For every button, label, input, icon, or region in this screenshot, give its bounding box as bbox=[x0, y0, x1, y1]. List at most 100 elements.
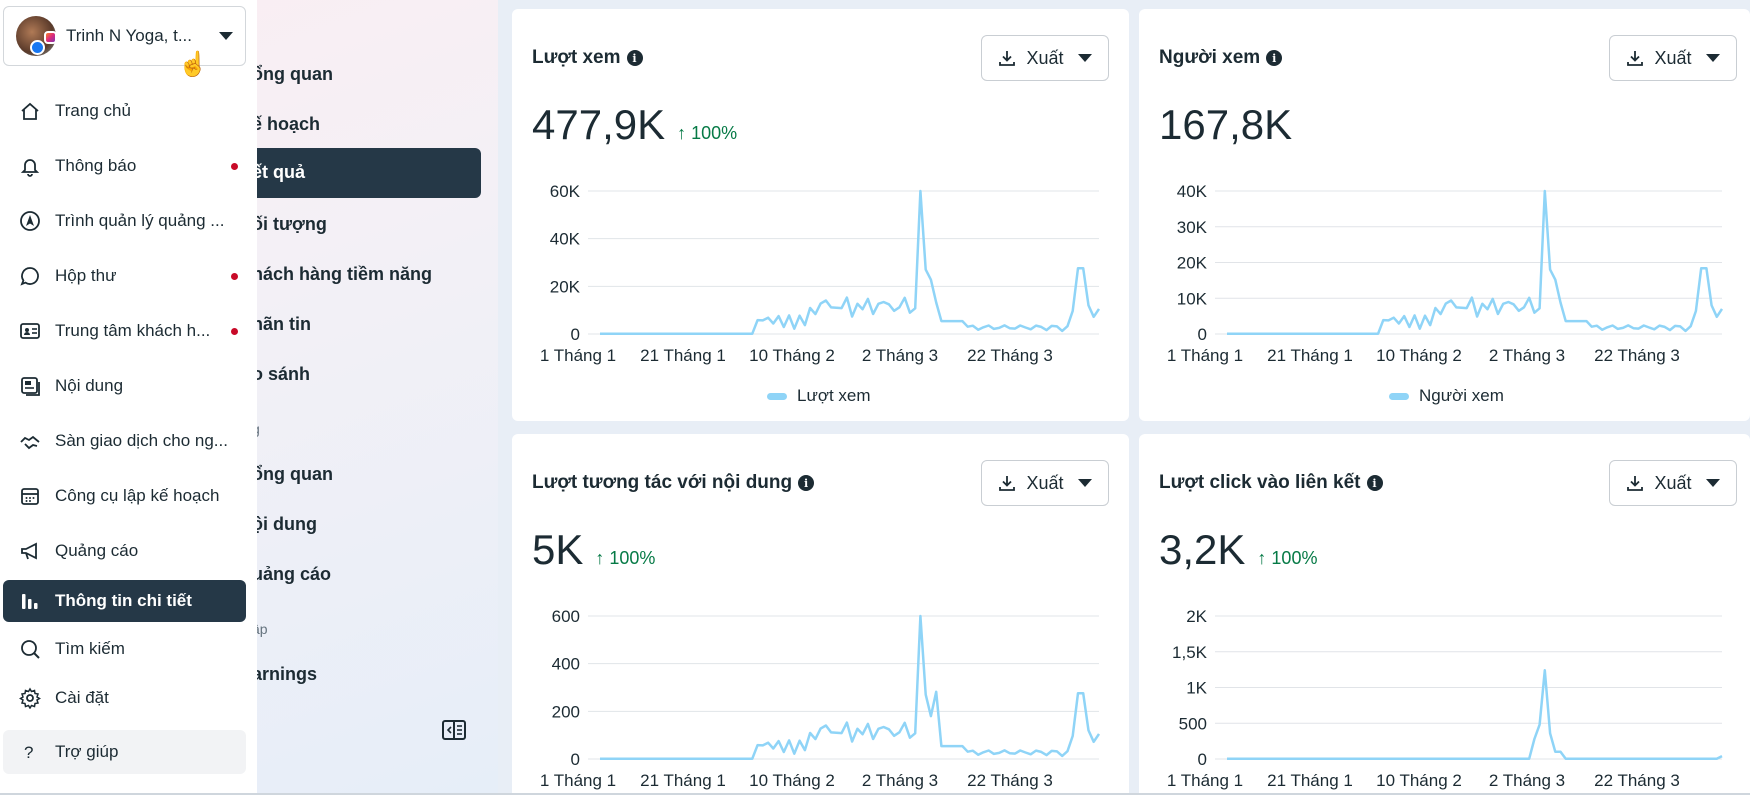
nav-item-label: Trợ giúp bbox=[55, 742, 119, 761]
nav-item-11[interactable]: Tìm kiếm bbox=[3, 627, 246, 671]
account-name: Trinh N Yoga, t... bbox=[66, 26, 192, 45]
chevron-down-icon bbox=[1077, 54, 1092, 62]
nav-item-5[interactable]: Trung tâm khách h... bbox=[3, 309, 246, 353]
question-icon: ? bbox=[17, 739, 43, 765]
export-button[interactable]: Xuất bbox=[1609, 35, 1737, 81]
subnav-earnings[interactable]: arnings bbox=[252, 664, 318, 684]
card-engagement: Lượt tương tác với nội dung i Xuất 5K ↑ 10… bbox=[512, 434, 1129, 795]
y-tick-label: 1,5K bbox=[1172, 643, 1208, 662]
y-tick-label: 0 bbox=[571, 750, 580, 769]
chart-legend: Lượt xem bbox=[767, 386, 871, 406]
notification-dot bbox=[231, 272, 238, 280]
nav-item-label: Nội dung bbox=[55, 376, 124, 395]
subnav-results[interactable]: ết quả bbox=[230, 148, 481, 198]
x-tick-label: 21 Tháng 1 bbox=[640, 346, 726, 365]
y-tick-label: 200 bbox=[552, 702, 580, 721]
subnav-audience[interactable]: ối tượng bbox=[252, 214, 327, 234]
compass-icon bbox=[17, 208, 43, 234]
info-icon[interactable]: i bbox=[1266, 50, 1283, 66]
chart-legend: Người xem bbox=[1389, 386, 1504, 406]
nav-item-8[interactable]: Công cụ lập kế hoạch bbox=[3, 474, 246, 518]
export-button[interactable]: Xuất bbox=[981, 460, 1109, 506]
calendar-icon bbox=[17, 483, 43, 509]
series-line bbox=[1227, 189, 1724, 335]
export-label: Xuất bbox=[1026, 472, 1064, 493]
notification-dot bbox=[231, 162, 238, 170]
info-icon[interactable]: i bbox=[626, 50, 643, 66]
y-tick-label: 2K bbox=[1186, 607, 1207, 626]
megaphone-icon bbox=[17, 538, 43, 564]
account-switcher[interactable]: Trinh N Yoga, t... bbox=[3, 6, 246, 66]
nav-item-3[interactable]: Trình quản lý quảng ... bbox=[3, 199, 246, 243]
card-title: Người xem bbox=[1159, 47, 1261, 68]
legend-label: Người xem bbox=[1419, 386, 1504, 405]
nav-item-6[interactable]: Nội dung bbox=[3, 364, 246, 408]
collapse-sidebar-icon[interactable] bbox=[442, 720, 466, 740]
contact-card-icon bbox=[17, 318, 43, 344]
x-tick-label: 22 Tháng 3 bbox=[967, 771, 1053, 790]
card-title: Lượt xem bbox=[532, 47, 621, 68]
info-icon[interactable]: i bbox=[798, 475, 815, 491]
export-button[interactable]: Xuất bbox=[1609, 460, 1737, 506]
nav-item-label: Trung tâm khách h... bbox=[55, 321, 211, 340]
x-tick-label: 21 Tháng 1 bbox=[640, 771, 726, 790]
home-icon bbox=[17, 98, 43, 124]
nav-item-label: Thông báo bbox=[55, 156, 137, 175]
metric-value: 167,8K bbox=[1159, 101, 1293, 148]
x-tick-label: 22 Tháng 3 bbox=[967, 346, 1053, 365]
subnav-leads[interactable]: hách hàng tiềm năng bbox=[252, 264, 433, 284]
y-tick-label: 40K bbox=[550, 230, 581, 249]
nav-item-12[interactable]: Cài đặt bbox=[3, 676, 246, 720]
metric-value: 3,2K bbox=[1159, 526, 1246, 573]
subnav-messages[interactable]: hãn tin bbox=[252, 314, 311, 334]
legend-swatch bbox=[767, 392, 787, 400]
card-viewers: Người xem i Xuất 167,8K 40K 30K 20K 10K 0 1 Th… bbox=[1139, 9, 1750, 421]
nav-item-7[interactable]: Sàn giao dịch cho ng... bbox=[3, 419, 246, 463]
nav-item-1[interactable]: Trang chủ bbox=[3, 89, 246, 133]
card-views: Lượt xem i Xuất 477,9K ↑ 100% 60K 40K 20K 0 1 … bbox=[512, 9, 1129, 421]
export-label: Xuất bbox=[1026, 47, 1064, 68]
subnav-compare[interactable]: o sánh bbox=[252, 364, 311, 384]
card-link-clicks: Lượt click vào liên kết i Xuất 3,2K ↑ 100%… bbox=[1139, 434, 1750, 795]
x-tick-label: 21 Tháng 1 bbox=[1267, 771, 1353, 790]
nav-item-label: Cài đặt bbox=[55, 688, 109, 707]
subnav-ads[interactable]: uảng cáo bbox=[252, 564, 332, 584]
gear-icon bbox=[17, 685, 43, 711]
nav-item-label: Sàn giao dịch cho ng... bbox=[55, 431, 228, 450]
x-tick-label: 2 Tháng 3 bbox=[862, 771, 938, 790]
chevron-down-icon[interactable] bbox=[219, 32, 233, 40]
subnav-plan[interactable]: ế hoạch bbox=[252, 114, 321, 134]
svg-text:?: ? bbox=[24, 743, 33, 762]
subnav-overview-2[interactable]: ổng quan bbox=[252, 464, 333, 484]
card-title: Lượt tương tác với nội dung bbox=[532, 472, 793, 493]
chevron-down-icon bbox=[1077, 479, 1092, 487]
x-tick-label: 1 Tháng 1 bbox=[540, 346, 616, 365]
card-title: Lượt click vào liên kết bbox=[1159, 472, 1361, 493]
x-tick-label: 1 Tháng 1 bbox=[1167, 346, 1243, 365]
nav-item-2[interactable]: Thông báo bbox=[3, 144, 246, 188]
nav-item-4[interactable]: Hộp thư bbox=[3, 254, 246, 298]
legend-swatch bbox=[1389, 392, 1409, 400]
export-button[interactable]: Xuất bbox=[981, 35, 1109, 81]
nav-item-13[interactable]: ? Trợ giúp bbox=[3, 730, 246, 774]
views-line-chart: 60K 40K 20K 0 1 Tháng 1 21 Tháng 1 10 Tháng 2 2… bbox=[540, 182, 1101, 365]
metric-value: 5K bbox=[532, 526, 584, 573]
engagement-line-chart: 600 400 200 0 1 Tháng 1 21 Tháng 1 10 Tháng 2 2… bbox=[540, 607, 1101, 790]
series-line bbox=[600, 189, 1101, 335]
metric-value: 477,9K bbox=[532, 101, 666, 148]
nav-item-9[interactable]: Quảng cáo bbox=[3, 529, 246, 573]
search-icon bbox=[17, 636, 43, 662]
subnav-overview[interactable]: ổng quan bbox=[252, 64, 333, 84]
x-tick-label: 10 Tháng 2 bbox=[749, 771, 835, 790]
info-icon[interactable]: i bbox=[1366, 475, 1383, 491]
x-tick-label: 22 Tháng 3 bbox=[1594, 346, 1680, 365]
subnav-content[interactable]: ội dung bbox=[252, 514, 317, 534]
y-tick-label: 60K bbox=[550, 182, 581, 201]
change-up: ↑ 100% bbox=[1257, 548, 1318, 568]
change-value: 100% bbox=[691, 123, 738, 143]
series-line bbox=[1227, 669, 1723, 760]
nav-item-label: Tìm kiếm bbox=[55, 639, 125, 658]
change-value: 100% bbox=[609, 548, 656, 568]
nav-item-10[interactable]: Thông tin chi tiết bbox=[3, 580, 246, 622]
series-line bbox=[600, 614, 1101, 760]
